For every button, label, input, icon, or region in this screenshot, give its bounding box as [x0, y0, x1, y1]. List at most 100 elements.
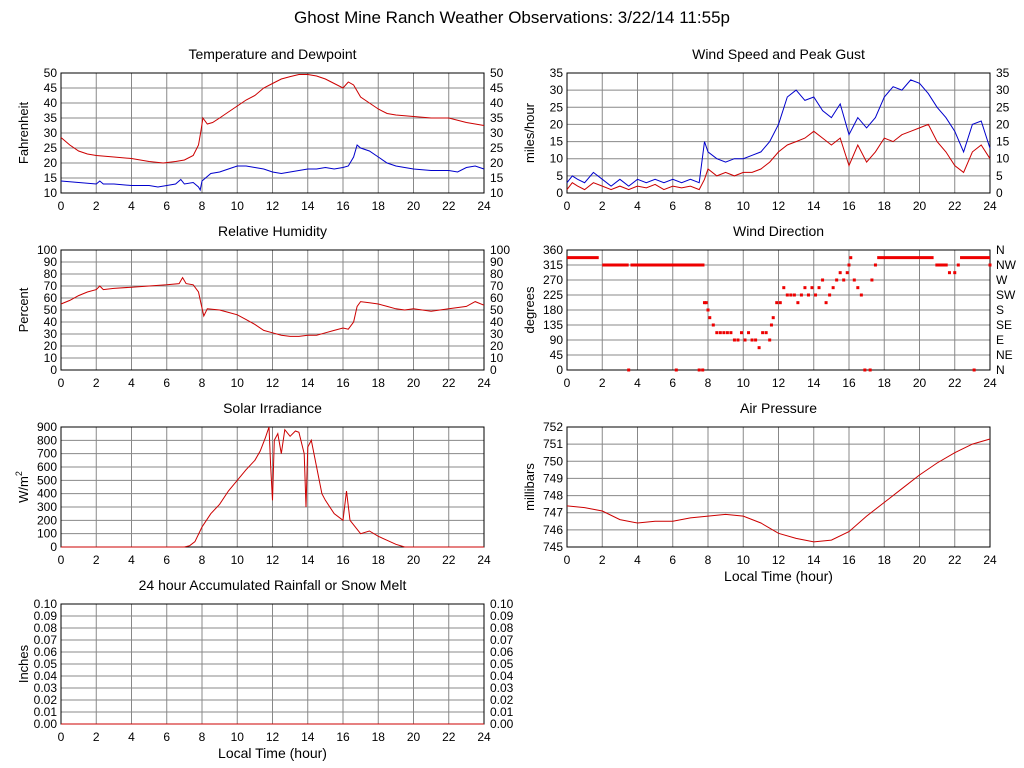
direction-point	[842, 278, 846, 282]
y-tick-label-right: 20	[490, 339, 504, 353]
y-tick-label: 70	[44, 279, 58, 293]
y-tick-label: 0	[556, 363, 563, 377]
y-tick-label: 30	[550, 83, 564, 97]
x-tick-label: 0	[564, 199, 571, 213]
plot-frame	[60, 249, 485, 371]
x-tick-label: 14	[301, 553, 315, 567]
y-tick-label-right: 15	[996, 135, 1010, 149]
direction-point	[764, 331, 768, 335]
direction-point	[863, 368, 867, 372]
y-tick-label: 315	[543, 258, 563, 272]
x-tick-label: 10	[737, 376, 751, 390]
x-tick-label: 18	[372, 199, 386, 213]
direction-point	[849, 256, 853, 260]
direction-point	[831, 286, 835, 290]
x-tick-label: 18	[372, 553, 386, 567]
compass-label: S	[996, 303, 1004, 317]
y-axis-label: Percent	[16, 287, 31, 332]
y-tick-label: 0.02	[34, 693, 58, 707]
x-tick-label: 2	[599, 376, 606, 390]
x-tick-label: 8	[199, 553, 206, 567]
y-tick-label: 20	[44, 339, 58, 353]
x-tick-label: 20	[407, 553, 421, 567]
direction-point	[859, 293, 863, 297]
x-tick-label: 16	[336, 199, 350, 213]
x-axis-label: Local Time (hour)	[724, 568, 833, 584]
rh-series-line	[60, 276, 485, 337]
direction-point	[778, 301, 782, 305]
plot-frame	[566, 249, 991, 371]
y-tick-label: 15	[550, 135, 564, 149]
y-tick-label-right: 80	[490, 267, 504, 281]
y-tick-label-right: 25	[996, 100, 1010, 114]
direction-point	[956, 263, 960, 267]
direction-point	[953, 271, 957, 275]
y-tick-label-right: 20	[490, 156, 504, 170]
x-tick-label: 8	[199, 730, 206, 744]
y-tick-label-right: 0.09	[490, 609, 514, 623]
y-tick-label: 0.06	[34, 645, 58, 659]
x-tick-label: 6	[669, 553, 676, 567]
x-tick-label: 10	[737, 553, 751, 567]
y-tick-label: 746	[543, 523, 563, 537]
direction-point	[799, 293, 803, 297]
x-tick-label: 14	[807, 553, 821, 567]
y-tick-label: 10	[550, 152, 564, 166]
plot-frame	[60, 72, 485, 194]
x-tick-label: 18	[372, 376, 386, 390]
y-tick-label-right: 5	[996, 169, 1003, 183]
y-tick-label: 30	[44, 126, 58, 140]
x-tick-label: 20	[407, 376, 421, 390]
y-tick-label-right: 45	[490, 81, 504, 95]
direction-point	[821, 278, 825, 282]
x-tick-label: 6	[163, 553, 170, 567]
y-tick-label: 15	[44, 171, 58, 185]
direction-point	[803, 286, 807, 290]
y-tick-label: 180	[543, 303, 563, 317]
y-tick-label-right: 30	[490, 126, 504, 140]
y-tick-label-right: 40	[490, 315, 504, 329]
x-tick-label: 18	[372, 730, 386, 744]
x-tick-label: 12	[266, 376, 280, 390]
direction-point	[708, 316, 712, 320]
y-tick-label: 90	[44, 255, 58, 269]
direction-point	[627, 368, 631, 372]
x-tick-label: 2	[599, 553, 606, 567]
direction-point	[845, 271, 849, 275]
y-tick-label: 100	[37, 243, 57, 257]
compass-label: SW	[996, 288, 1016, 302]
x-tick-label: 0	[564, 376, 571, 390]
chart-title: Relative Humidity	[218, 223, 327, 239]
x-tick-label: 22	[948, 199, 962, 213]
y-axis-label: Fahrenheit	[16, 102, 31, 165]
x-tick-label: 22	[948, 376, 962, 390]
y-tick-label-right: 0.10	[490, 597, 514, 611]
x-tick-label: 18	[878, 376, 892, 390]
direction-point	[771, 316, 775, 320]
x-tick-label: 12	[266, 199, 280, 213]
y-tick-label: 360	[543, 243, 563, 257]
direction-point	[847, 263, 851, 267]
y-axis-label: degrees	[522, 286, 537, 333]
y-tick-label: 0.10	[34, 597, 58, 611]
direction-point	[722, 331, 726, 335]
y-tick-label: 50	[44, 303, 58, 317]
y-tick-label-right: 30	[490, 327, 504, 341]
press-series-line	[566, 438, 991, 543]
chart-title: Wind Speed and Peak Gust	[692, 46, 865, 62]
x-tick-label: 4	[634, 199, 641, 213]
y-tick-label: 749	[543, 471, 563, 485]
x-tick-label: 20	[913, 199, 927, 213]
y-tick-label-right: 0.08	[490, 621, 514, 635]
direction-point	[701, 368, 705, 372]
y-tick-label-right: 100	[490, 243, 510, 257]
x-tick-label: 22	[442, 730, 456, 744]
y-tick-label-right: 10	[490, 186, 504, 200]
compass-label: N	[996, 243, 1005, 257]
y-tick-label: 35	[44, 111, 58, 125]
direction-point	[814, 293, 818, 297]
